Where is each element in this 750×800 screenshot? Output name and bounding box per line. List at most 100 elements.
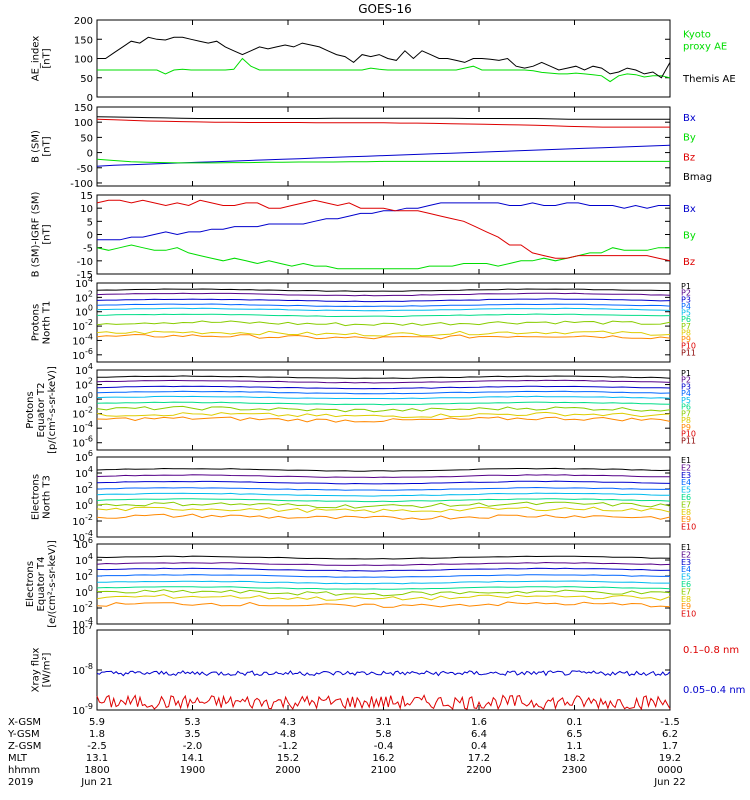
footer-value: 17.2 — [468, 753, 490, 764]
footer-value: 3.5 — [185, 729, 201, 740]
channel-p2 — [96, 292, 671, 297]
y-tick-label: 100 — [75, 497, 93, 512]
channel-p8 — [96, 330, 671, 337]
footer-label: MLT — [8, 753, 28, 764]
legend-e1: E1 — [681, 456, 691, 465]
y-axis-label: Xray flux — [31, 648, 42, 693]
footer-label: Z-GSM — [8, 741, 41, 752]
channel-e1 — [96, 555, 671, 560]
legend-e6: E6 — [681, 580, 691, 589]
legend-e10: E10 — [681, 523, 696, 532]
legend-e2: E2 — [681, 550, 691, 559]
legend-e1: E1 — [681, 543, 691, 552]
channel-p4 — [96, 303, 671, 308]
legend-p6: P6 — [681, 315, 691, 324]
y-tick-label: 15 — [80, 191, 93, 202]
legend-entry: Bx — [683, 113, 696, 124]
y-tick-label: 10-9 — [72, 702, 93, 717]
legend-e10: E10 — [681, 610, 696, 619]
y-tick-label: 10-2 — [72, 513, 93, 528]
y-axis-label: [W/m²] — [42, 652, 53, 687]
footer-value: 1800 — [84, 765, 109, 776]
channel-e2 — [96, 561, 671, 566]
channel-p5 — [96, 395, 671, 400]
footer-value: -2.5 — [87, 741, 107, 752]
legend-e9: E9 — [681, 602, 691, 611]
footer-value: 1.6 — [471, 717, 487, 728]
panel-frame — [96, 369, 671, 451]
legend-e5: E5 — [681, 486, 691, 495]
y-tick-label: 10-4 — [72, 529, 93, 544]
y-tick-label: 106 — [75, 536, 93, 551]
y-tick-label: 10-2 — [72, 318, 93, 333]
panel-xray: 10-9 10-8 10-7 Xray flux [W/m²] 0.1–0.8 nm 0.0… — [31, 622, 746, 717]
channel-p3 — [96, 385, 671, 390]
legend-e7: E7 — [681, 500, 691, 509]
channel-e7 — [96, 589, 671, 597]
legend-entry: proxy AE — [683, 41, 727, 52]
footer-value: 6.2 — [662, 729, 678, 740]
y-tick-label: 150 — [74, 35, 93, 46]
footer-value: 19.2 — [659, 753, 681, 764]
footer-value: 2200 — [466, 765, 491, 776]
channel-e3 — [96, 567, 671, 572]
footer-value: 16.2 — [372, 753, 394, 764]
legend-entry: 0.05–0.4 nm — [683, 685, 745, 696]
y-tick-label: 100 — [75, 391, 93, 406]
footer-value: 0.1 — [567, 717, 583, 728]
footer-value: 2300 — [562, 765, 587, 776]
footer-value: -1.2 — [278, 741, 298, 752]
footer-value: 4.3 — [280, 717, 296, 728]
series-bmag — [96, 116, 670, 120]
legend-entry: Bx — [683, 204, 696, 215]
legend-entry: Bz — [683, 257, 695, 268]
legend-p5: P5 — [681, 309, 691, 318]
y-axis-label: [nT] — [42, 136, 53, 156]
footer-value: -0.4 — [374, 741, 394, 752]
y-tick-label: 104 — [75, 552, 93, 567]
channel-p1 — [96, 288, 670, 292]
ephemeris-footer: X-GSM 5.9 5.3 4.3 3.1 1.6 0.1 -1.5 Y-GSM 1.8 3.5 4.… — [7, 717, 686, 788]
footer-value: 13.1 — [86, 753, 108, 764]
y-axis-label: North T3 — [42, 475, 53, 519]
legend-p4: P4 — [681, 389, 691, 398]
legend-p7: P7 — [681, 322, 691, 331]
footer-value: 5.9 — [89, 717, 105, 728]
y-tick-label: 200 — [74, 16, 93, 27]
legend-p11: P11 — [681, 436, 696, 445]
channel-e4 — [96, 486, 670, 491]
y-tick-label: 0 — [87, 149, 93, 160]
channel-p8 — [96, 411, 671, 419]
channel-p7 — [96, 405, 671, 413]
channel-e5 — [96, 492, 670, 497]
footer-value: 2000 — [275, 765, 300, 776]
y-tick-label: 150 — [74, 103, 93, 114]
legend-entry: By — [683, 133, 696, 144]
legend-e8: E8 — [681, 595, 691, 604]
channel-e6 — [96, 498, 671, 503]
y-axis-label: [p/(cm²-s-sr-keV)] — [47, 366, 58, 454]
footer-value: 5.3 — [185, 717, 201, 728]
y-tick-label: 104 — [75, 275, 93, 290]
legend-e8: E8 — [681, 508, 691, 517]
footer-label: hhmm — [8, 765, 40, 776]
legend-p1: P1 — [681, 282, 691, 291]
y-tick-label: 100 — [75, 304, 93, 319]
legend-e6: E6 — [681, 493, 691, 502]
y-tick-label: 104 — [75, 465, 93, 480]
y-tick-label: 10-7 — [72, 622, 93, 637]
plot-title: GOES-16 — [358, 2, 412, 16]
channel-p9 — [96, 333, 671, 340]
legend-e9: E9 — [681, 515, 691, 524]
legend-p9: P9 — [681, 335, 691, 344]
y-axis-label: B (SM)-IGRF (SM) — [31, 192, 42, 278]
channel-e4 — [96, 574, 670, 578]
y-tick-label: 50 — [80, 74, 93, 85]
y-tick-label: 106 — [75, 449, 93, 464]
y-tick-label: 10-4 — [72, 616, 93, 631]
y-tick-label: -50 — [77, 164, 93, 175]
